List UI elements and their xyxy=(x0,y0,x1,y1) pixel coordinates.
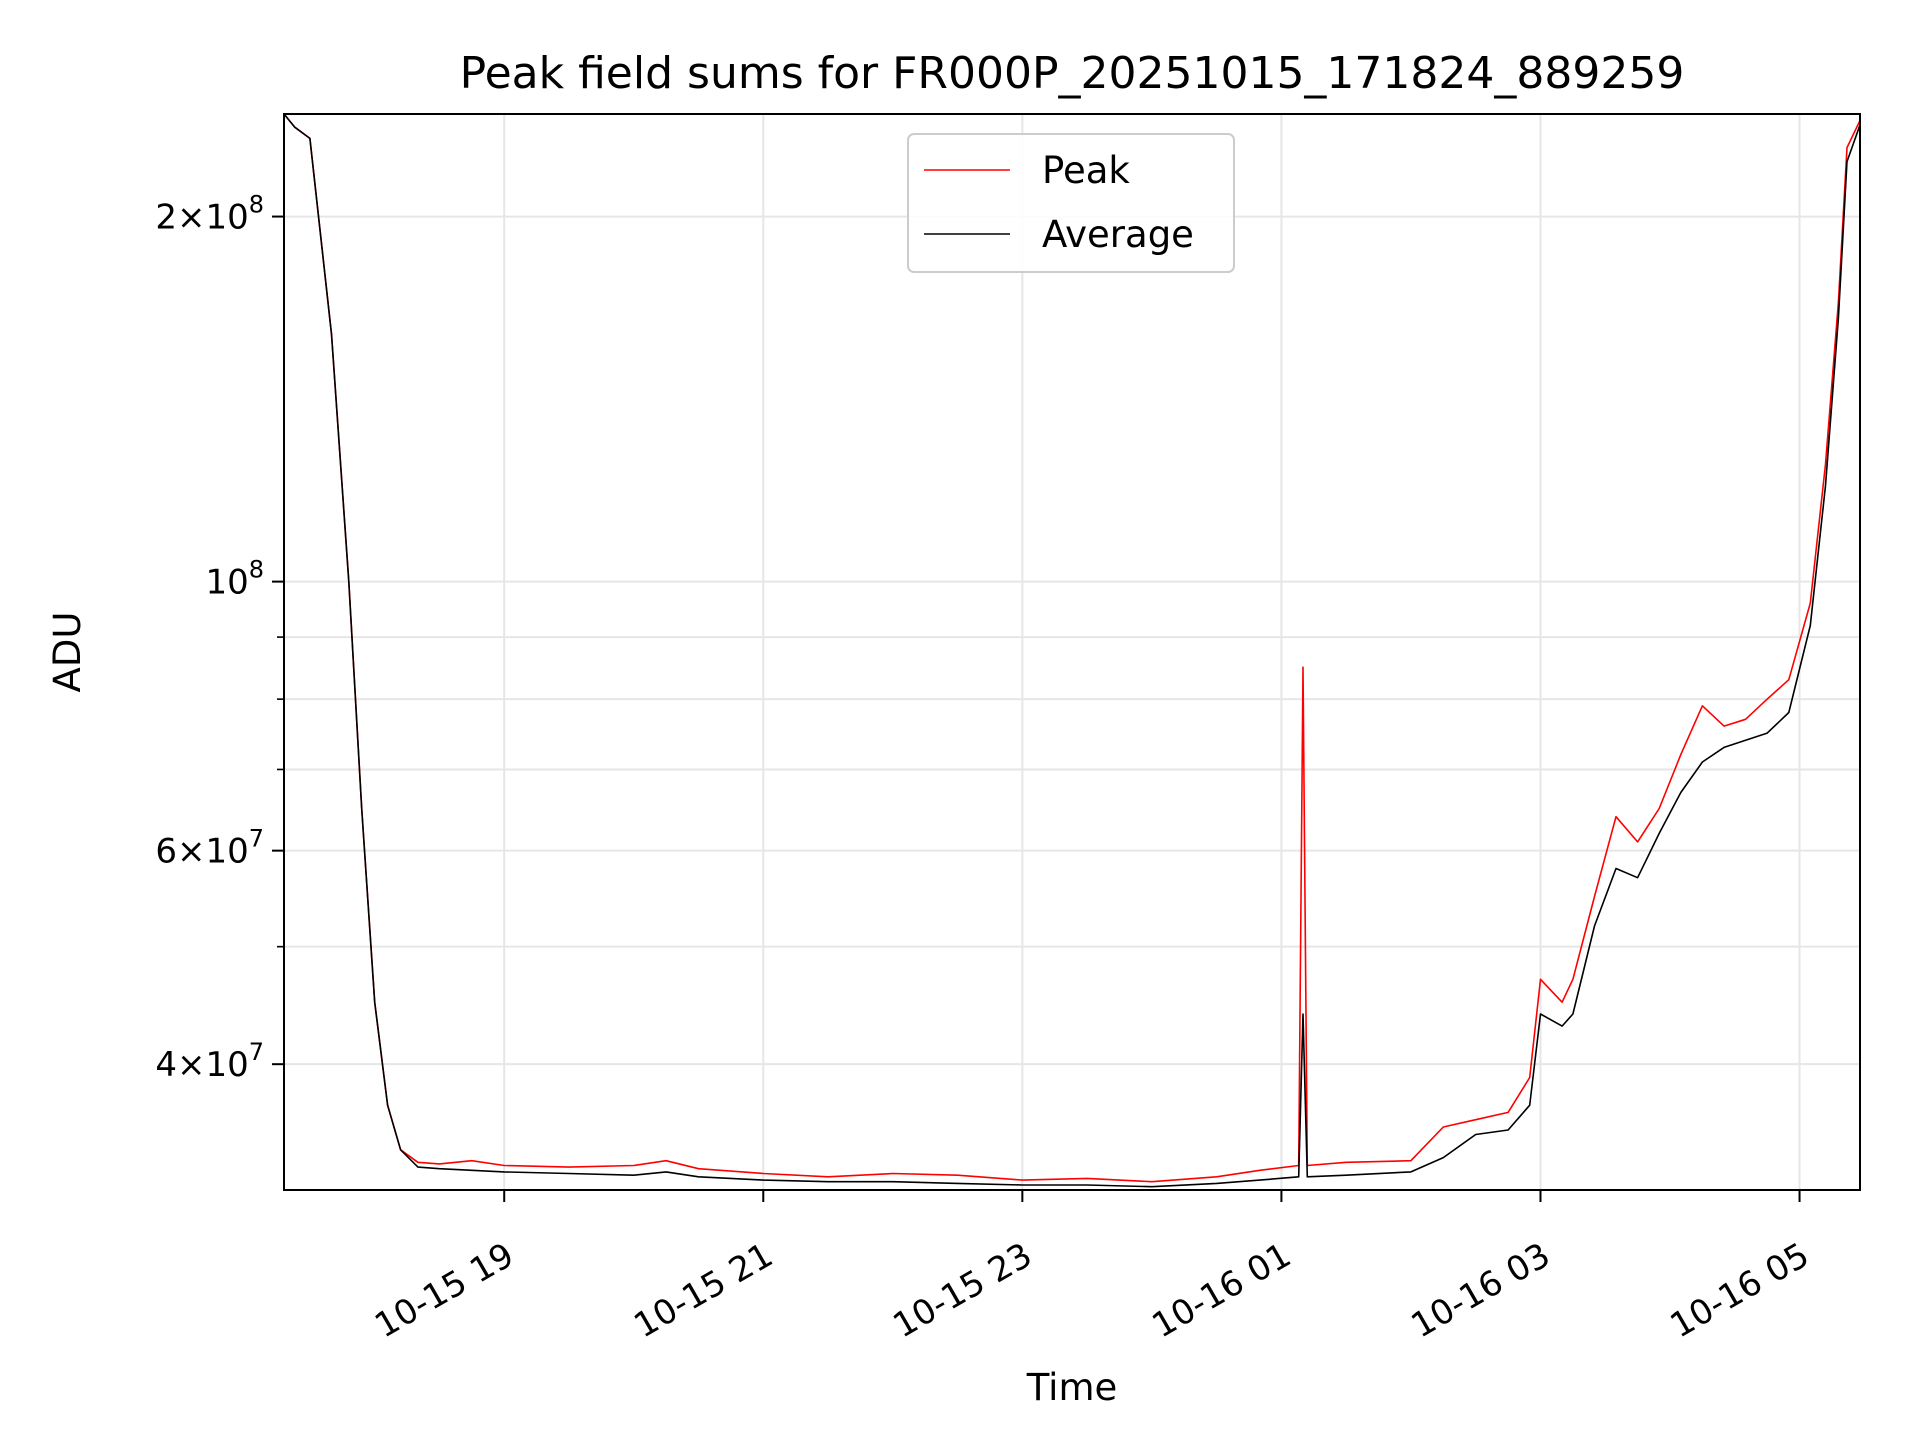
y-tick-base: 6×10 xyxy=(155,832,248,872)
legend: Peak Average xyxy=(907,133,1235,273)
chart-title: Peak field sums for FR000P_20251015_1718… xyxy=(460,48,1685,99)
y-axis-label: ADU xyxy=(46,612,89,693)
x-axis-label: Time xyxy=(1026,1366,1118,1409)
y-tick-base: 2×10 xyxy=(155,198,248,238)
legend-label-peak: Peak xyxy=(1042,149,1130,192)
legend-label-average: Average xyxy=(1042,213,1194,256)
y-tick-exponent: 8 xyxy=(249,556,264,584)
y-tick-label: 108 xyxy=(205,556,264,603)
y-tick-label: 6×107 xyxy=(155,825,264,872)
y-tick-exponent: 8 xyxy=(249,191,264,219)
legend-box xyxy=(907,133,1235,273)
series-lines xyxy=(283,113,1861,1188)
series-line-average xyxy=(283,113,1861,1188)
plot-frame xyxy=(283,113,1861,1191)
y-tick-exponent: 7 xyxy=(249,825,264,853)
y-tick-exponent: 7 xyxy=(249,1038,264,1066)
y-tick-label: 2×108 xyxy=(155,191,264,238)
y-tick-base: 10 xyxy=(205,563,248,603)
y-tick-base: 4×10 xyxy=(155,1045,248,1085)
y-tick-label: 4×107 xyxy=(155,1038,264,1085)
